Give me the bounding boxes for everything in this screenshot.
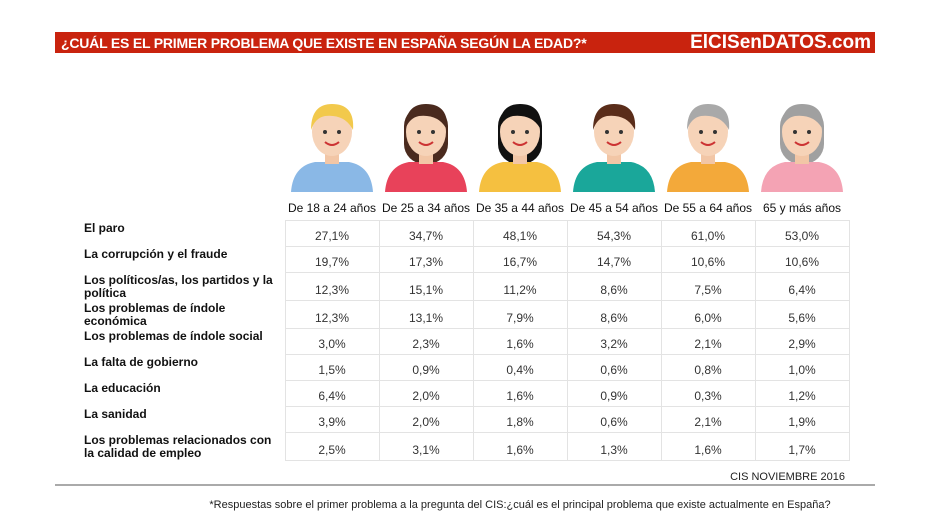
value-cell: 2,1% [660,327,756,355]
row-label: La corrupción y el fraude [84,247,228,261]
value-cell: 8,6% [566,271,662,301]
value-cell: 1,6% [660,431,756,461]
value-cell: 3,0% [284,327,380,355]
value-cell: 15,1% [378,271,474,301]
column-header: 65 y más años [762,200,842,215]
column-header: De 18 a 24 años [287,200,377,215]
value-cell: 12,3% [284,271,380,301]
value-cell: 6,4% [754,271,850,301]
value-cell: 2,0% [378,379,474,407]
page-title: ¿CUÁL ES EL PRIMER PROBLEMA QUE EXISTE E… [61,34,587,51]
value-cell: 3,9% [284,405,380,433]
footnote: *Respuestas sobre el primer problema a l… [209,499,831,511]
value-cell: 11,2% [472,271,568,301]
value-cell: 61,0% [660,219,756,247]
value-cell: 2,3% [378,327,474,355]
value-cell: 1,2% [754,379,850,407]
value-cell: 1,5% [284,353,380,381]
brand-logo: ElCISenDATOS.com [690,31,871,53]
table-row: Los políticos/as, los partidos y la polí… [80,271,850,301]
value-cell: 1,8% [472,405,568,433]
table-row: Los problemas de índole social 3,0% 2,3% 1,… [80,327,850,355]
row-label: Los problemas de índole social [84,329,263,343]
row-label: Los problemas de índole económica [84,301,226,328]
value-cell: 1,7% [754,431,850,461]
value-cell: 2,0% [378,405,474,433]
value-cell: 5,6% [754,299,850,329]
value-cell: 1,0% [754,353,850,381]
avatar-row [285,92,849,192]
value-cell: 3,1% [378,431,474,461]
value-cell: 48,1% [472,219,568,247]
table-row: La falta de gobierno 1,5% 0,9% 0,4% 0,6% 0,8%… [80,353,850,381]
value-cell: 2,5% [284,431,380,461]
value-cell: 1,6% [472,327,568,355]
value-cell: 19,7% [284,245,380,273]
value-cell: 12,3% [284,299,380,329]
value-cell: 10,6% [754,245,850,273]
title-bar: ¿CUÁL ES EL PRIMER PROBLEMA QUE EXISTE E… [55,32,875,53]
value-cell: 7,9% [472,299,568,329]
value-cell: 3,2% [566,327,662,355]
corner-cell [80,196,285,220]
row-label: La educación [84,381,161,395]
column-header: De 55 a 64 años [663,200,753,215]
young-man-avatar-icon [291,104,373,192]
value-cell: 1,6% [472,431,568,461]
value-cell: 53,0% [754,219,850,247]
older-man-avatar-icon [667,104,749,192]
table-row: La sanidad 3,9% 2,0% 1,8% 0,6% 2,1% 1,9% [80,405,850,433]
divider [55,484,875,486]
value-cell: 0,3% [660,379,756,407]
row-label: La falta de gobierno [84,355,199,369]
table-row: La corrupción y el fraude 19,7% 17,3% 16,7%… [80,245,850,273]
data-table: De 18 a 24 años De 25 a 34 años De 35 a 44… [80,196,850,461]
row-label: La sanidad [84,407,147,421]
value-cell: 17,3% [378,245,474,273]
column-header: De 35 a 44 años [475,200,565,215]
column-header: De 25 a 34 años [381,200,471,215]
older-woman-avatar-icon [761,104,843,192]
value-cell: 6,0% [660,299,756,329]
woman-avatar-icon [479,104,561,192]
value-cell: 0,9% [566,379,662,407]
value-cell: 2,9% [754,327,850,355]
value-cell: 16,7% [472,245,568,273]
source-label: CIS NOVIEMBRE 2016 [730,471,845,483]
table-row: Los problemas de índole económica 12,3% 13… [80,299,850,329]
value-cell: 14,7% [566,245,662,273]
young-woman-avatar-icon [385,104,467,192]
man-avatar-icon [573,104,655,192]
value-cell: 2,1% [660,405,756,433]
value-cell: 1,9% [754,405,850,433]
row-label: Los problemas relacionados con la calida… [84,433,272,460]
value-cell: 0,9% [378,353,474,381]
value-cell: 0,6% [566,353,662,381]
table-row: Los problemas relacionados con la calida… [80,431,850,461]
table-row: El paro 27,1% 34,7% 48,1% 54,3% 61,0% 53,0% [80,219,850,247]
value-cell: 0,6% [566,405,662,433]
value-cell: 0,8% [660,353,756,381]
column-header: De 45 a 54 años [569,200,659,215]
value-cell: 0,4% [472,353,568,381]
value-cell: 13,1% [378,299,474,329]
value-cell: 6,4% [284,379,380,407]
value-cell: 1,3% [566,431,662,461]
value-cell: 54,3% [566,219,662,247]
value-cell: 1,6% [472,379,568,407]
value-cell: 27,1% [284,219,380,247]
row-label: Los políticos/as, los partidos y la polí… [84,273,273,300]
value-cell: 8,6% [566,299,662,329]
value-cell: 34,7% [378,219,474,247]
value-cell: 10,6% [660,245,756,273]
table-row: La educación 6,4% 2,0% 1,6% 0,9% 0,3% 1,2% [80,379,850,407]
value-cell: 7,5% [660,271,756,301]
row-label: El paro [84,221,125,235]
